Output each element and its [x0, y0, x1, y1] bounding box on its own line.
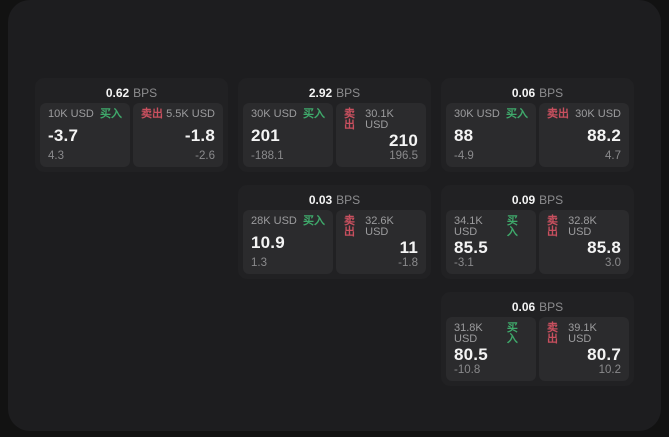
buy-change: -4.9 [454, 149, 474, 162]
buy-panel[interactable]: 28K USD 买入 10.9 1.3 [243, 210, 333, 274]
buy-panel[interactable]: 31.8K USD 买入 80.5 -10.8 [446, 317, 536, 381]
bps-header: 0.09 BPS [446, 190, 629, 210]
bps-unit-label: BPS [539, 86, 564, 100]
buy-panel[interactable]: 30K USD 买入 88 -4.9 [446, 103, 536, 167]
sell-price: 80.7 [587, 345, 621, 365]
sell-price: -1.8 [184, 125, 215, 145]
sell-size-label: 32.6K USD [365, 215, 394, 238]
sell-change: 3.0 [605, 256, 621, 269]
bps-unit-label: BPS [539, 300, 564, 314]
bps-unit-label: BPS [336, 193, 361, 207]
quote-card: 0.03 BPS 28K USD 买入 10.9 1.3 卖出 32.6K US… [238, 185, 431, 279]
buy-panel[interactable]: 30K USD 买入 201 -188.1 [243, 103, 333, 167]
sell-price: 85.8 [587, 238, 621, 258]
sell-side-label: 卖出 [547, 322, 558, 345]
sell-panel[interactable]: 卖出 32.6K USD 11 -1.8 [336, 210, 426, 274]
buy-price: 80.5 [454, 345, 488, 365]
sell-size-label: 39.1K USD [568, 322, 597, 345]
buy-side-label: 买入 [506, 322, 518, 345]
sell-side-label: 卖出 [141, 108, 163, 120]
sell-panel[interactable]: 卖出 32.8K USD 85.8 3.0 [539, 210, 629, 274]
sell-side-label: 卖出 [547, 215, 558, 238]
buy-side-label: 买入 [303, 215, 325, 227]
sell-change: 10.2 [598, 363, 621, 376]
sell-side-label: 卖出 [344, 108, 355, 131]
bps-value: 0.03 [308, 193, 333, 207]
sell-price: 210 [389, 131, 418, 151]
bps-value: 0.09 [511, 193, 536, 207]
buy-change: -188.1 [251, 149, 284, 162]
quote-card: 0.09 BPS 34.1K USD 买入 85.5 -3.1 卖出 32.8K… [441, 185, 634, 279]
buy-side-label: 买入 [506, 108, 528, 120]
buy-price: 10.9 [251, 232, 285, 252]
quote-card: 0.62 BPS 10K USD 买入 -3.7 4.3 卖出 5.5K USD [35, 78, 228, 172]
bps-value: 0.06 [511, 300, 536, 314]
buy-size-label: 31.8K USD [454, 322, 483, 345]
sell-change: -1.8 [398, 256, 418, 269]
bps-value: 0.62 [105, 86, 130, 100]
bps-header: 0.06 BPS [446, 297, 629, 317]
buy-change: 1.3 [251, 256, 267, 269]
buy-price: -3.7 [48, 125, 79, 145]
bps-value: 2.92 [308, 86, 333, 100]
bps-header: 2.92 BPS [243, 83, 426, 103]
buy-size-label: 30K USD [454, 108, 500, 120]
buy-change: -10.8 [454, 363, 481, 376]
buy-size-label: 10K USD [48, 108, 94, 120]
quote-card: 0.06 BPS 31.8K USD 买入 80.5 -10.8 卖出 39.1… [441, 292, 634, 386]
bps-header: 0.62 BPS [40, 83, 223, 103]
sell-side-label: 卖出 [547, 108, 569, 120]
buy-price: 85.5 [454, 238, 488, 258]
buy-panel[interactable]: 34.1K USD 买入 85.5 -3.1 [446, 210, 536, 274]
sell-side-label: 卖出 [344, 215, 355, 238]
bps-header: 0.03 BPS [243, 190, 426, 210]
sell-panel[interactable]: 卖出 39.1K USD 80.7 10.2 [539, 317, 629, 381]
bps-unit-label: BPS [133, 86, 158, 100]
sell-size-label: 5.5K USD [166, 108, 215, 120]
sell-panel[interactable]: 卖出 5.5K USD -1.8 -2.6 [133, 103, 223, 167]
sell-change: -2.6 [195, 149, 215, 162]
sell-change: 4.7 [605, 149, 621, 162]
sell-size-label: 32.8K USD [568, 215, 597, 238]
sell-change: 196.5 [389, 149, 418, 162]
sell-size-label: 30.1K USD [365, 108, 394, 131]
buy-change: 4.3 [48, 149, 64, 162]
buy-side-label: 买入 [303, 108, 325, 120]
quotes-board: 0.62 BPS 10K USD 买入 -3.7 4.3 卖出 5.5K USD [8, 0, 661, 431]
quote-card: 0.06 BPS 30K USD 买入 88 -4.9 卖出 30K USD [441, 78, 634, 172]
buy-size-label: 28K USD [251, 215, 297, 227]
buy-size-label: 34.1K USD [454, 215, 483, 238]
bps-unit-label: BPS [336, 86, 361, 100]
sell-price: 11 [399, 238, 418, 258]
buy-size-label: 30K USD [251, 108, 297, 120]
sell-panel[interactable]: 卖出 30.1K USD 210 196.5 [336, 103, 426, 167]
sell-size-label: 30K USD [575, 108, 621, 120]
buy-side-label: 买入 [100, 108, 122, 120]
quote-card: 2.92 BPS 30K USD 买入 201 -188.1 卖出 30.1K … [238, 78, 431, 172]
bps-value: 0.06 [511, 86, 536, 100]
sell-price: 88.2 [587, 125, 621, 145]
buy-change: -3.1 [454, 256, 474, 269]
sell-panel[interactable]: 卖出 30K USD 88.2 4.7 [539, 103, 629, 167]
buy-price: 88 [454, 125, 474, 145]
buy-side-label: 买入 [506, 215, 518, 238]
buy-price: 201 [251, 125, 280, 145]
bps-header: 0.06 BPS [446, 83, 629, 103]
bps-unit-label: BPS [539, 193, 564, 207]
buy-panel[interactable]: 10K USD 买入 -3.7 4.3 [40, 103, 130, 167]
